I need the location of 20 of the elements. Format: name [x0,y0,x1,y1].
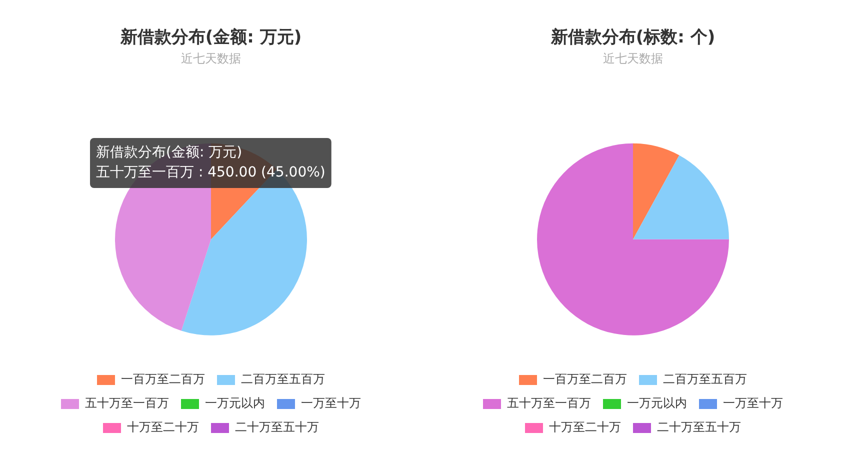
text: 新借款分布(金额: 万元) [96,144,242,161]
legend-label: 一百万至二百万 [121,372,205,386]
legend-label: 一万元以内 [627,396,687,410]
legend-label: 十万至二十万 [127,420,199,434]
legend-label: 二百万至五百万 [241,372,325,386]
legend-label: 一万至十万 [723,396,783,410]
text: 五十万至一百万 : 450.00 (45.00%) [96,164,326,181]
chart-title: 新借款分布(标数: 个) [550,28,716,48]
legend-label: 一万元以内 [205,396,265,410]
chart-title: 新借款分布(金额: 万元) [119,28,302,48]
chart-subtitle: 近七天数据 [181,52,241,66]
chart-subtitle: 近七天数据 [603,52,663,66]
legend-label: 二十万至五十万 [235,420,319,434]
legend-label: 一万至十万 [301,396,361,410]
legend-label: 二百万至五百万 [663,372,747,386]
legend-label: 十万至二十万 [549,420,621,434]
legend-label: 二十万至五十万 [657,420,741,434]
legend-label: 五十万至一百万 [85,396,169,410]
legend-label: 一百万至二百万 [543,372,627,386]
legend-label: 五十万至一百万 [507,396,591,410]
